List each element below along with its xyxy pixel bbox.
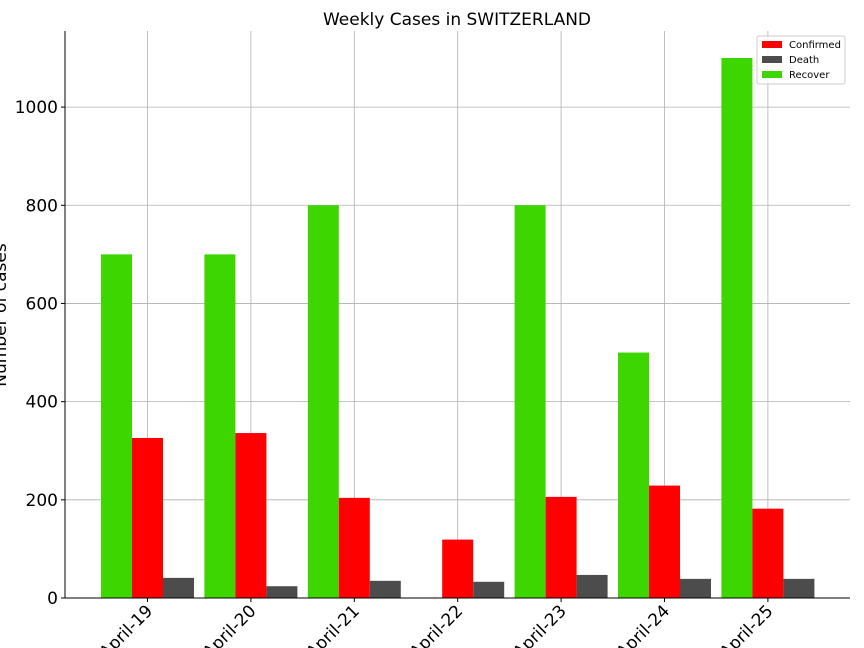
bar-confirmed-4 <box>545 496 577 598</box>
legend-swatch-confirmed <box>762 41 782 48</box>
bar-confirmed-2 <box>338 497 370 598</box>
legend-label-death: Death <box>789 55 819 66</box>
legend-label-confirmed: Confirmed <box>789 40 841 51</box>
bars <box>101 58 815 599</box>
bar-death-0 <box>163 577 194 598</box>
bar-recover-6 <box>721 58 753 598</box>
legend: Confirmed Death Recover <box>756 35 846 85</box>
legend-swatch-recover <box>762 71 782 78</box>
bar-death-2 <box>369 580 401 598</box>
bar-confirmed-6 <box>752 508 784 598</box>
y-tick-label: 600 <box>26 294 58 314</box>
y-tick-label: 200 <box>26 491 58 511</box>
x-tick-label: April-24 <box>613 601 674 648</box>
y-axis-label: Number of cases <box>0 243 11 387</box>
bar-recover-1 <box>204 254 236 598</box>
x-ticks: April-19 April-20 April-21 April-22 April-23… <box>96 598 777 648</box>
x-tick-label: April-23 <box>509 601 570 648</box>
bar-death-3 <box>473 581 505 598</box>
bar-recover-4 <box>514 205 546 599</box>
bar-confirmed-0 <box>132 437 163 598</box>
y-tick-label: 800 <box>26 196 58 216</box>
bar-confirmed-3 <box>442 539 474 598</box>
legend-label-recover: Recover <box>789 70 830 81</box>
bar-death-4 <box>576 574 608 598</box>
legend-swatch-death <box>762 56 782 63</box>
y-tick-label: 0 <box>47 589 58 609</box>
y-tick-label: 400 <box>26 393 58 413</box>
bar-death-1 <box>266 586 298 598</box>
bar-death-5 <box>680 578 711 598</box>
grid-lines <box>65 31 850 599</box>
bar-confirmed-1 <box>235 433 267 598</box>
bar-recover-5 <box>618 352 649 598</box>
bar-confirmed-5 <box>649 485 680 598</box>
bar-recover-2 <box>307 205 339 599</box>
bar-death-6 <box>783 578 815 598</box>
y-ticks: 0 200 400 600 800 1000 <box>15 98 65 609</box>
chart-title: Weekly Cases in SWITZERLAND <box>323 10 591 30</box>
x-tick-label: April-21 <box>303 601 364 648</box>
x-tick-label: April-20 <box>199 601 260 648</box>
x-tick-label: April-25 <box>716 601 777 648</box>
x-tick-label: April-22 <box>406 601 467 648</box>
x-tick-label: April-19 <box>96 601 157 648</box>
bar-recover-0 <box>101 254 132 598</box>
y-tick-label: 1000 <box>15 98 58 118</box>
